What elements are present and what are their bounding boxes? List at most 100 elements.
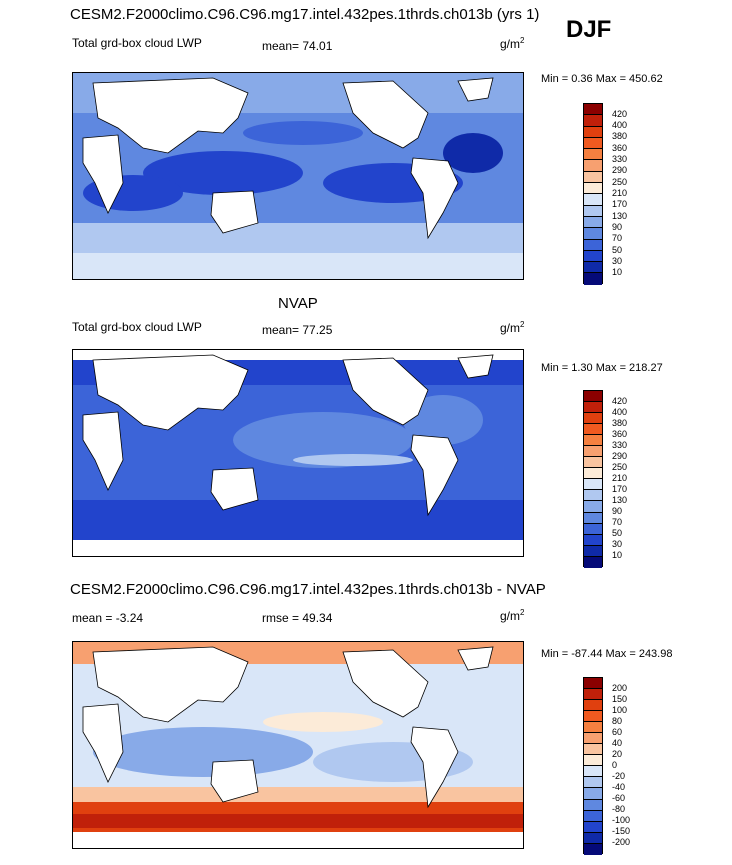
panel1-mean: mean= 74.01: [262, 39, 333, 53]
colorbar-tick-label: 10: [612, 550, 623, 560]
colorbar-tick-label: -200: [612, 837, 631, 847]
colorbar-tick-label: 170: [612, 199, 628, 209]
colorbar-tick-label: 380: [612, 418, 628, 428]
colorbar-swatch: [584, 755, 602, 767]
colorbar-swatch: [584, 446, 602, 458]
colorbar-swatch: [584, 678, 602, 690]
panel2-obs-map: [72, 349, 524, 557]
colorbar-tick-label: 60: [612, 727, 623, 737]
colorbar-swatch: [584, 262, 602, 274]
colorbar-tick-label: 30: [612, 256, 623, 266]
panel1-model-map: [72, 72, 524, 280]
colorbar-swatch: [584, 115, 602, 127]
colorbar-swatch: [584, 239, 602, 251]
panel1-field: Total grd-box cloud LWP: [72, 36, 202, 50]
colorbar-tick-label: 40: [612, 738, 623, 748]
colorbar-swatch: [584, 523, 602, 535]
colorbar-tick-label: -40: [612, 782, 626, 792]
colorbar-swatch: [584, 689, 602, 701]
colorbar-tick-label: 400: [612, 120, 628, 130]
colorbar-swatch: [584, 468, 602, 480]
colorbar-tick-label: 50: [612, 245, 623, 255]
panel3-mean: mean = -3.24: [72, 611, 144, 625]
panel1-minmax: Min = 0.36 Max = 450.62: [541, 73, 663, 85]
panel2-unit: g/m2: [500, 320, 525, 335]
colorbar-swatch: [584, 733, 602, 745]
colorbar-tick-label: 80: [612, 716, 623, 726]
colorbar-swatch: [584, 435, 602, 447]
panel1-title: CESM2.F2000climo.C96.C96.mg17.intel.432p…: [70, 6, 540, 23]
panel3-unit: g/m2: [500, 608, 525, 623]
colorbar-tick-label: 10: [612, 267, 623, 277]
colorbar-swatch: [584, 744, 602, 756]
colorbar-swatch: [584, 183, 602, 195]
colorbar-tick-label: 380: [612, 131, 628, 141]
colorbar-tick-label: -20: [612, 771, 626, 781]
colorbar-swatch: [584, 490, 602, 502]
colorbar-tick-label: -60: [612, 793, 626, 803]
colorbar-tick-label: 210: [612, 188, 628, 198]
colorbar-swatch: [584, 821, 602, 833]
colorbar-tick-label: 130: [612, 211, 628, 221]
colorbar-tick-label: 170: [612, 484, 628, 494]
colorbar-swatch: [584, 126, 602, 138]
colorbar-swatch: [584, 766, 602, 778]
panel3-minmax: Min = -87.44 Max = 243.98: [541, 648, 673, 660]
panel2-field: Total grd-box cloud LWP: [72, 320, 202, 334]
colorbar-tick-label: 420: [612, 396, 628, 406]
colorbar-tick-label: -100: [612, 815, 631, 825]
colorbar-swatch: [584, 424, 602, 436]
colorbar-swatch: [584, 534, 602, 546]
colorbar-swatch: [584, 479, 602, 491]
colorbar-tick-label: 360: [612, 429, 628, 439]
colorbar-swatch: [584, 777, 602, 789]
colorbar-swatch: [584, 104, 602, 116]
colorbar-swatch: [584, 250, 602, 263]
colorbar-swatch: [584, 843, 602, 855]
colorbar-swatch: [584, 700, 602, 712]
panel3-diff-map: [72, 641, 524, 849]
colorbar-tick-label: 50: [612, 528, 623, 538]
colorbar-tick-label: -80: [612, 804, 626, 814]
colorbar-tick-label: 210: [612, 473, 628, 483]
colorbar-tick-label: 150: [612, 694, 628, 704]
colorbar-swatch: [584, 457, 602, 469]
colorbar-swatch: [584, 413, 602, 425]
colorbar-swatch: [584, 799, 602, 811]
colorbar-swatch: [584, 137, 602, 150]
colorbar-swatch: [584, 160, 602, 172]
colorbar-tick-label: 70: [612, 517, 623, 527]
colorbar-swatch: [584, 391, 602, 403]
colorbar-swatch: [584, 788, 602, 800]
colorbar-tick-label: 330: [612, 154, 628, 164]
colorbar-swatch: [584, 545, 602, 557]
colorbar-tick-label: 30: [612, 539, 623, 549]
colorbar-swatch: [584, 171, 602, 184]
colorbar-tick-label: 0: [612, 760, 618, 770]
panel2-colorbar: [583, 390, 603, 568]
colorbar-tick-label: 100: [612, 705, 628, 715]
colorbar-tick-label: 90: [612, 222, 623, 232]
colorbar-tick-label: 290: [612, 451, 628, 461]
panel1-unit: g/m2: [500, 36, 525, 51]
colorbar-tick-label: 400: [612, 407, 628, 417]
colorbar-tick-label: 90: [612, 506, 623, 516]
panel3-rmse: rmse = 49.34: [262, 611, 333, 625]
colorbar-swatch: [584, 216, 602, 229]
colorbar-swatch: [584, 556, 602, 568]
colorbar-swatch: [584, 205, 602, 217]
colorbar-swatch: [584, 512, 602, 524]
panel1-colorbar: [583, 103, 603, 285]
panel3-title: CESM2.F2000climo.C96.C96.mg17.intel.432p…: [70, 581, 546, 598]
panel2-mean: mean= 77.25: [262, 323, 333, 337]
colorbar-tick-label: 290: [612, 165, 628, 175]
panel3-colorbar: [583, 677, 603, 855]
colorbar-tick-label: 200: [612, 683, 628, 693]
colorbar-tick-label: 70: [612, 233, 623, 243]
colorbar-tick-label: 250: [612, 177, 628, 187]
colorbar-tick-label: 250: [612, 462, 628, 472]
panel2-title: NVAP: [278, 295, 318, 312]
panel2-minmax: Min = 1.30 Max = 218.27: [541, 362, 663, 374]
colorbar-swatch: [584, 832, 602, 844]
colorbar-swatch: [584, 711, 602, 723]
